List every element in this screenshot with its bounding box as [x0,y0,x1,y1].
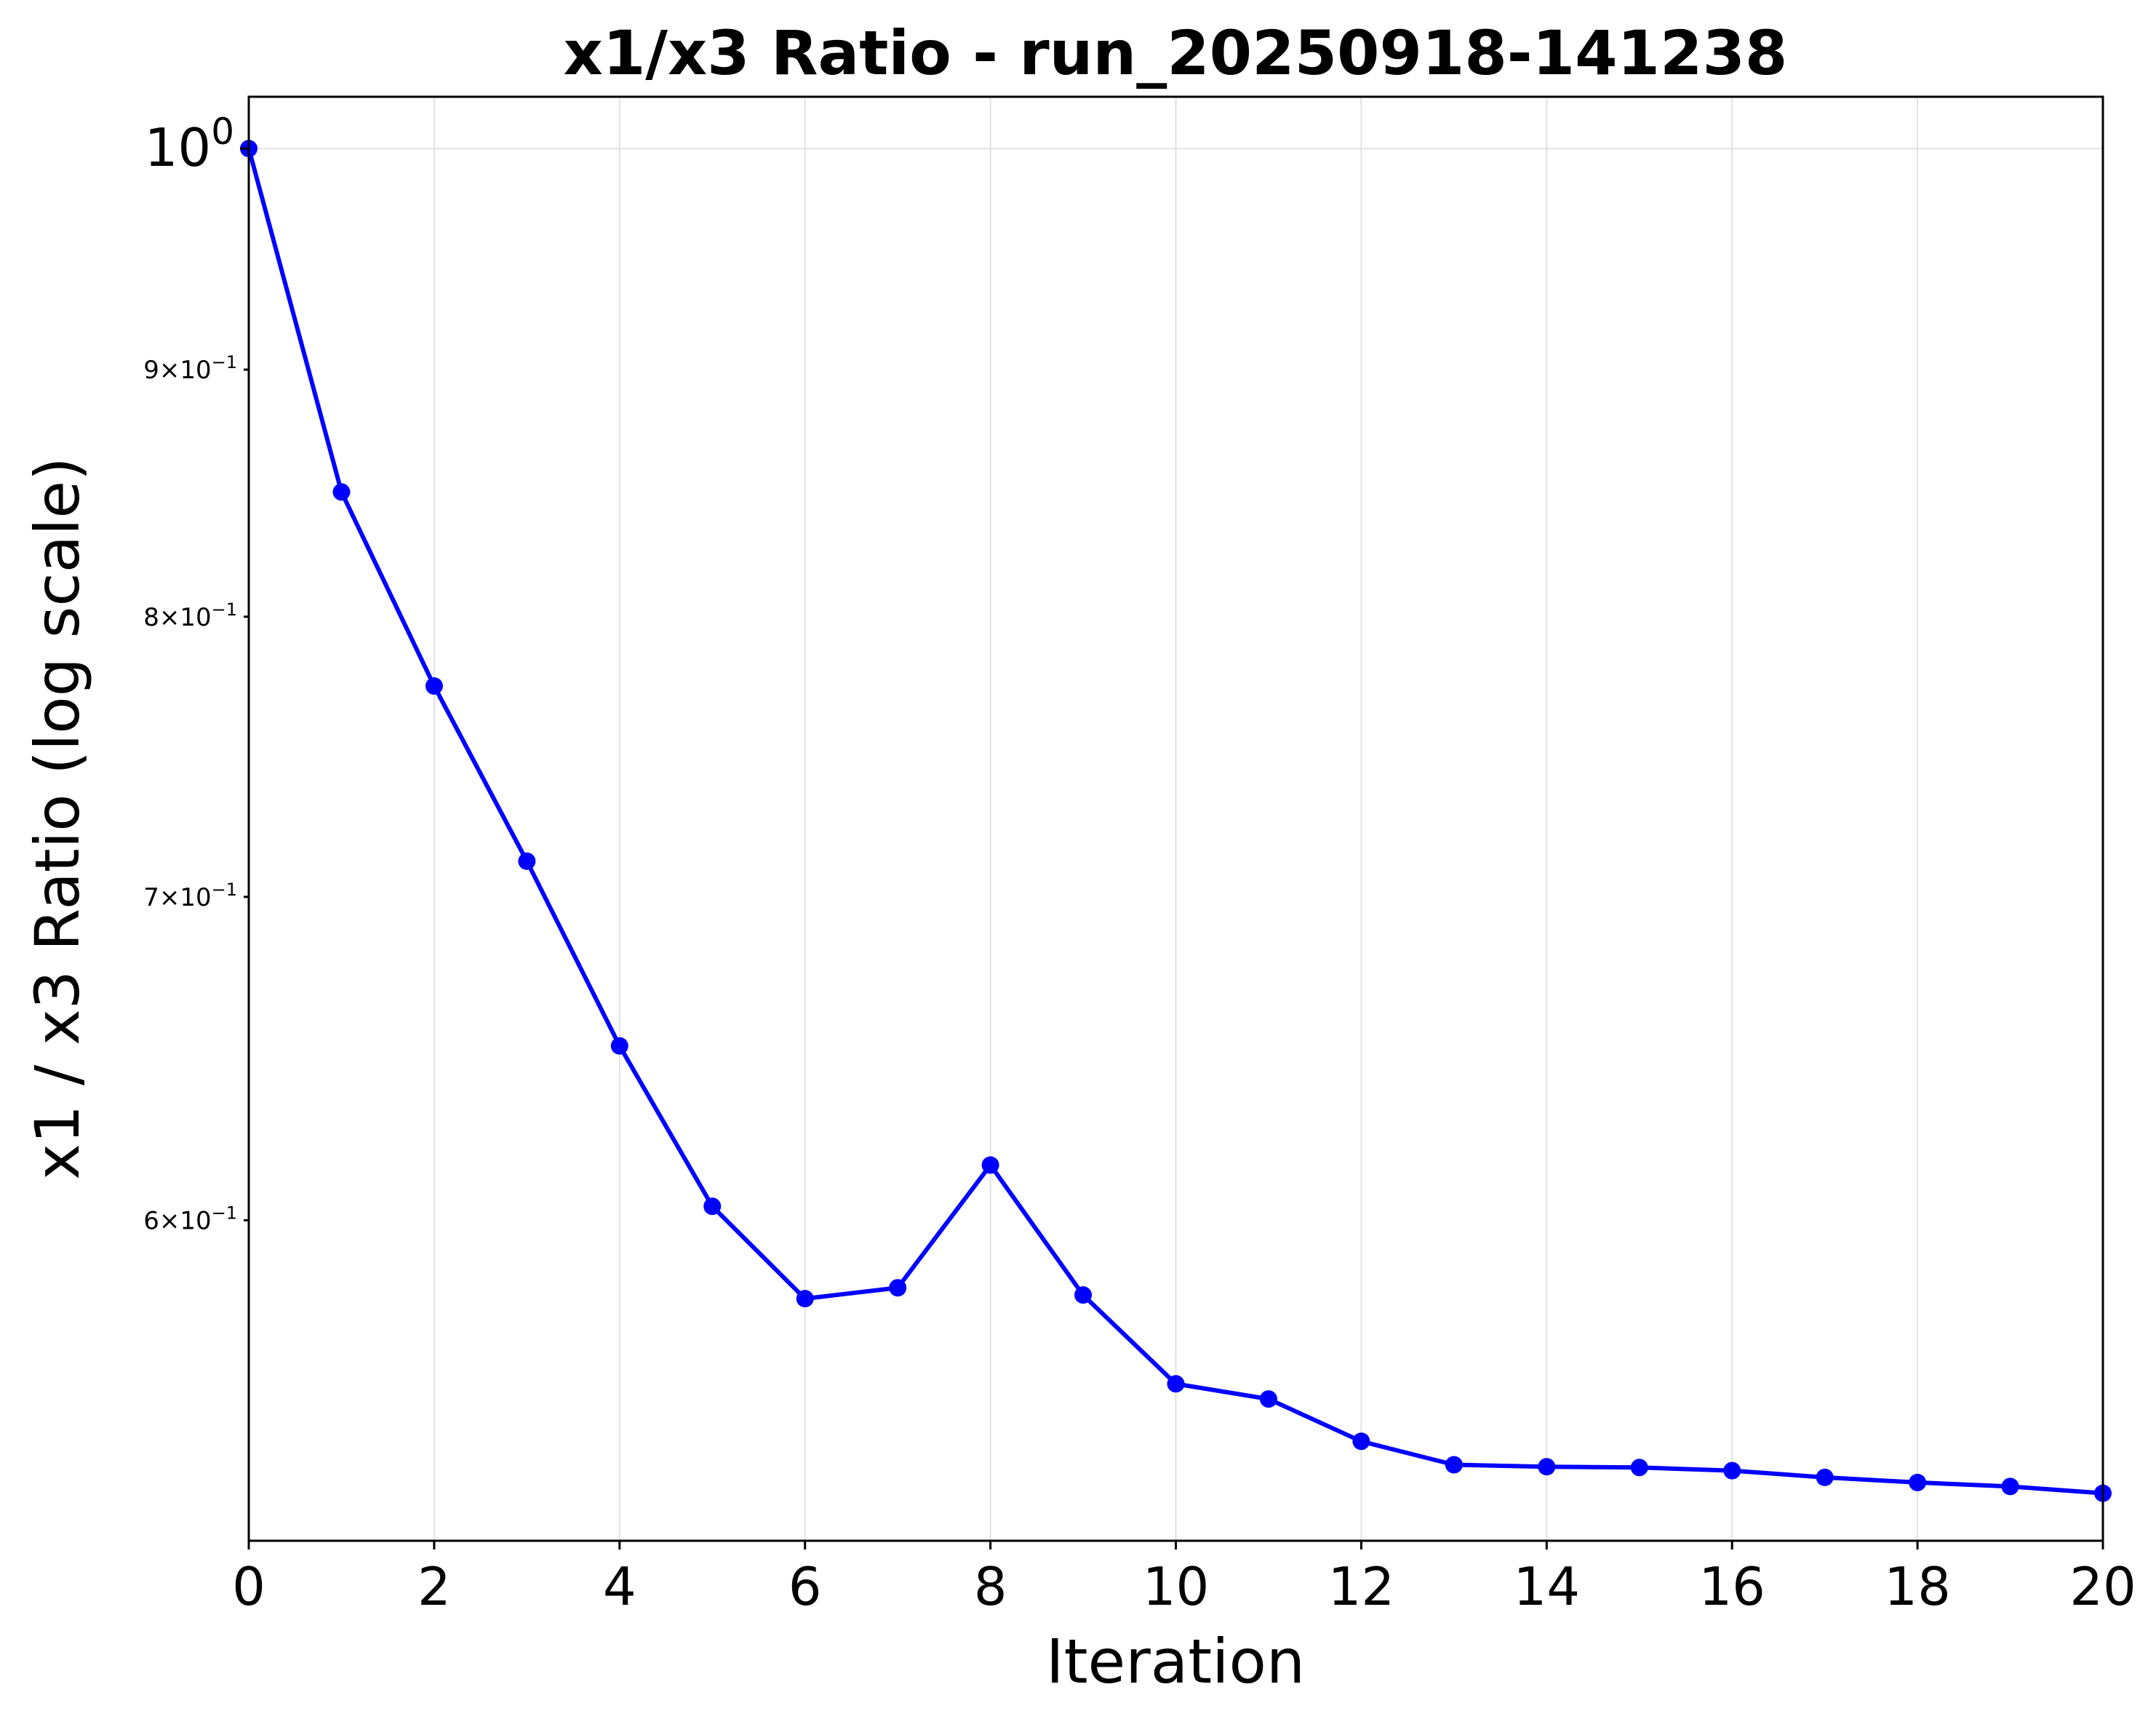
x-tick-label: 4 [603,1556,636,1617]
data-point [1630,1459,1648,1477]
x-axis-label: Iteration [1046,1626,1305,1697]
data-point [1352,1432,1370,1451]
data-point [1816,1468,1834,1486]
data-point [889,1279,907,1297]
y-minor-tick-label: 7×10−1 [143,880,237,912]
y-minor-tick-label: 8×10−1 [143,599,237,632]
chart-title: x1/x3 Ratio - run_20250918-141238 [564,17,1788,89]
data-point [1538,1458,1556,1476]
data-point [796,1290,814,1308]
x-tick-label: 18 [1884,1556,1951,1617]
x-tick-label: 14 [1513,1556,1580,1617]
x-tick-label: 6 [788,1556,822,1617]
x-tick-label: 20 [2069,1556,2136,1617]
y-minor-tick-label: 6×10−1 [143,1202,237,1235]
data-point [2001,1477,2019,1496]
x-axis-ticks: 0 2 4 6 8 10 12 14 16 18 20 [232,1541,2136,1617]
y-axis-label: x1 / x3 Ratio (log scale) [22,457,93,1180]
data-point [518,852,536,870]
data-point [1909,1473,1927,1491]
data-series [240,140,2112,1502]
data-point [332,483,351,501]
x-tick-label: 12 [1328,1556,1395,1617]
data-point [1723,1461,1741,1480]
y-tick-label: 100 [145,111,234,178]
data-point [425,677,443,695]
x-tick-label: 10 [1143,1556,1210,1617]
data-point [1167,1375,1185,1393]
x-tick-label: 16 [1698,1556,1765,1617]
x-tick-label: 8 [974,1556,1007,1617]
grid-lines [248,97,2104,1541]
data-point [1259,1390,1277,1408]
y-axis-ticks: 100 9×10−1 8×10−1 7×10−1 6×10−1 [143,111,249,1235]
y-minor-tick-label: 9×10−1 [143,352,237,385]
x-tick-label: 0 [232,1556,265,1617]
x-tick-label: 2 [418,1556,451,1617]
data-point [1074,1286,1093,1304]
data-point [703,1197,722,1216]
data-point [610,1037,628,1055]
data-point [1445,1456,1463,1474]
data-point [981,1156,999,1174]
